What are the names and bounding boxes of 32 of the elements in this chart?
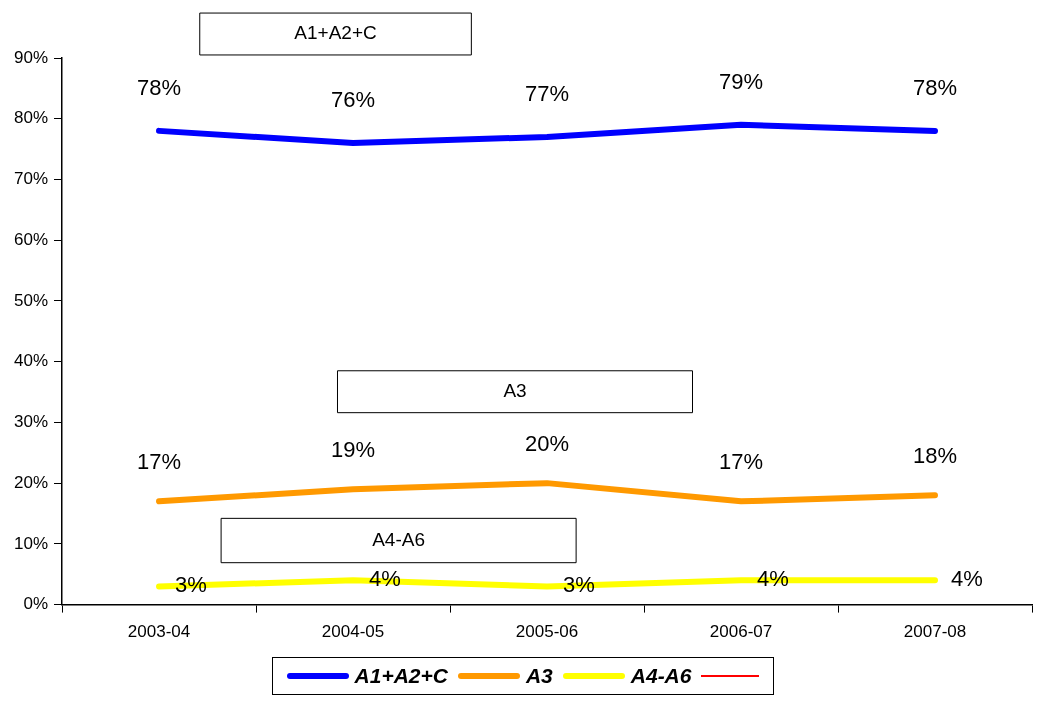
y-tick-label: 50%: [13, 290, 49, 310]
x-tick-label: 2004-05: [321, 622, 385, 642]
y-tick-label: 60%: [13, 229, 49, 249]
text: A1+A2+C: [294, 22, 377, 44]
data-label: 79%: [718, 68, 764, 94]
data-label: 76%: [330, 87, 376, 113]
data-label: 18%: [912, 443, 958, 469]
legend-label: A4-A6: [630, 664, 692, 688]
x-tick-label: 2006-07: [709, 622, 773, 642]
data-label: 77%: [524, 81, 570, 107]
data-label: 19%: [330, 437, 376, 463]
data-label: 17%: [718, 449, 764, 475]
legend-label: A1+A2+C: [354, 664, 448, 688]
data-label: 17%: [137, 449, 182, 475]
data-label: 20%: [524, 431, 570, 457]
y-tick-label: 80%: [13, 108, 49, 128]
data-label: 4%: [951, 566, 983, 592]
y-tick-label: 70%: [13, 169, 49, 189]
y-tick-label: 10%: [13, 533, 49, 553]
data-label: 78%: [912, 74, 958, 100]
y-tick-label: 90%: [13, 47, 49, 67]
x-tick-label: 2007-08: [903, 622, 967, 642]
data-label: 78%: [137, 74, 182, 100]
x-tick-label: 2005-06: [515, 622, 579, 642]
annotation: A4-A6: [372, 528, 426, 550]
y-tick-label: 20%: [13, 472, 49, 492]
annotation: A3: [503, 379, 527, 401]
y-tick-label: 30%: [13, 412, 49, 432]
y-tick-label: 40%: [13, 351, 49, 371]
y-tick-label: 0%: [23, 594, 49, 614]
x-tick-label: 2003-04: [127, 622, 191, 642]
legend-label: A3: [525, 664, 553, 688]
